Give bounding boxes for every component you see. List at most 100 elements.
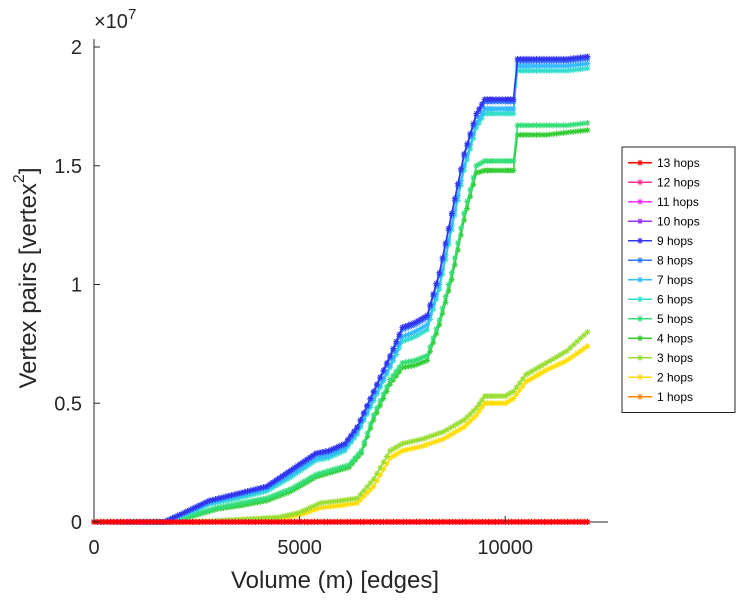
series-marker <box>367 425 374 432</box>
series-marker <box>510 96 517 103</box>
series-marker <box>570 121 577 128</box>
series-marker <box>405 331 412 338</box>
series-marker <box>263 483 270 490</box>
series-marker <box>414 331 421 338</box>
series-marker <box>510 388 517 395</box>
series-marker <box>567 67 574 74</box>
series-marker <box>574 61 581 68</box>
series-marker <box>399 364 406 371</box>
series-marker <box>499 400 506 407</box>
y-tick-label: 0.5 <box>54 393 82 415</box>
series-marker <box>196 502 203 509</box>
series-marker <box>551 519 558 525</box>
series-marker <box>341 445 348 452</box>
series-marker <box>489 400 496 407</box>
y-axis-label-superscript: 2 <box>11 174 28 183</box>
series-marker <box>560 129 567 136</box>
series-marker <box>433 291 440 298</box>
series-marker <box>637 393 643 400</box>
series-marker <box>399 338 406 345</box>
series-marker <box>466 519 473 525</box>
series-marker <box>439 271 446 278</box>
series-marker <box>228 492 235 499</box>
series-5-hops <box>91 120 591 525</box>
series-marker <box>232 501 239 508</box>
series-marker <box>117 519 124 525</box>
series-marker <box>414 317 421 324</box>
series-marker <box>110 519 117 525</box>
series-marker <box>433 296 440 303</box>
series-marker <box>279 489 286 496</box>
series-marker <box>570 352 577 359</box>
series-marker <box>464 152 471 159</box>
series-marker <box>373 470 380 477</box>
series-marker <box>360 519 367 525</box>
series-marker <box>476 408 483 415</box>
series-marker <box>448 210 455 217</box>
series-marker <box>410 519 417 525</box>
series-marker <box>402 323 409 330</box>
series-marker <box>492 167 499 174</box>
series-marker <box>454 197 461 204</box>
series-marker <box>520 131 527 138</box>
y-tick-label: 0 <box>71 512 82 534</box>
series-marker <box>577 348 584 354</box>
series-marker <box>637 374 643 381</box>
legend-label: 10 hops <box>657 214 700 228</box>
series-marker <box>420 314 427 321</box>
series-marker <box>405 363 412 370</box>
series-marker <box>526 67 533 74</box>
series-marker <box>416 443 423 450</box>
series-marker <box>553 63 560 69</box>
series-marker <box>584 343 591 350</box>
series-marker <box>411 333 418 340</box>
series-marker <box>361 438 368 445</box>
legend-item: 10 hops <box>628 214 700 228</box>
series-marker <box>584 127 591 134</box>
series-marker <box>467 410 474 417</box>
series-marker <box>411 329 418 335</box>
series-marker <box>577 127 584 134</box>
series-marker <box>199 500 206 507</box>
series-marker <box>285 473 292 480</box>
series-marker <box>383 359 390 366</box>
series-marker <box>344 519 351 525</box>
series-marker <box>496 110 503 117</box>
legend-item: 1 hops <box>628 390 693 404</box>
series-marker <box>499 393 506 400</box>
series-marker <box>212 519 219 525</box>
series-marker <box>402 332 409 339</box>
series-marker <box>521 519 528 525</box>
series-marker <box>209 496 216 503</box>
series-marker <box>316 449 323 456</box>
series-marker <box>461 167 468 174</box>
series-marker <box>540 122 547 129</box>
series-marker <box>337 519 344 525</box>
legend-item: 7 hops <box>628 273 693 287</box>
series-marker <box>393 451 400 458</box>
series-marker <box>192 510 199 517</box>
series-marker <box>525 377 532 384</box>
series-marker <box>247 487 254 494</box>
series-marker <box>520 63 527 69</box>
series-marker <box>303 509 310 516</box>
series-marker <box>492 400 499 407</box>
series-marker <box>345 462 352 468</box>
series-marker <box>522 378 529 385</box>
series-marker <box>430 306 437 313</box>
series-marker <box>567 355 574 362</box>
series-marker <box>570 341 577 348</box>
series-marker <box>420 353 427 360</box>
series-marker <box>546 131 553 138</box>
series-marker <box>459 519 466 525</box>
series-marker <box>360 493 367 500</box>
series-marker <box>530 55 537 62</box>
series-marker <box>520 67 527 74</box>
series-marker <box>543 63 550 69</box>
series-marker <box>499 96 506 103</box>
series-marker <box>373 409 380 416</box>
series-marker <box>330 503 337 510</box>
series-marker <box>408 334 415 341</box>
series-marker <box>238 489 245 496</box>
series-marker <box>396 368 403 375</box>
